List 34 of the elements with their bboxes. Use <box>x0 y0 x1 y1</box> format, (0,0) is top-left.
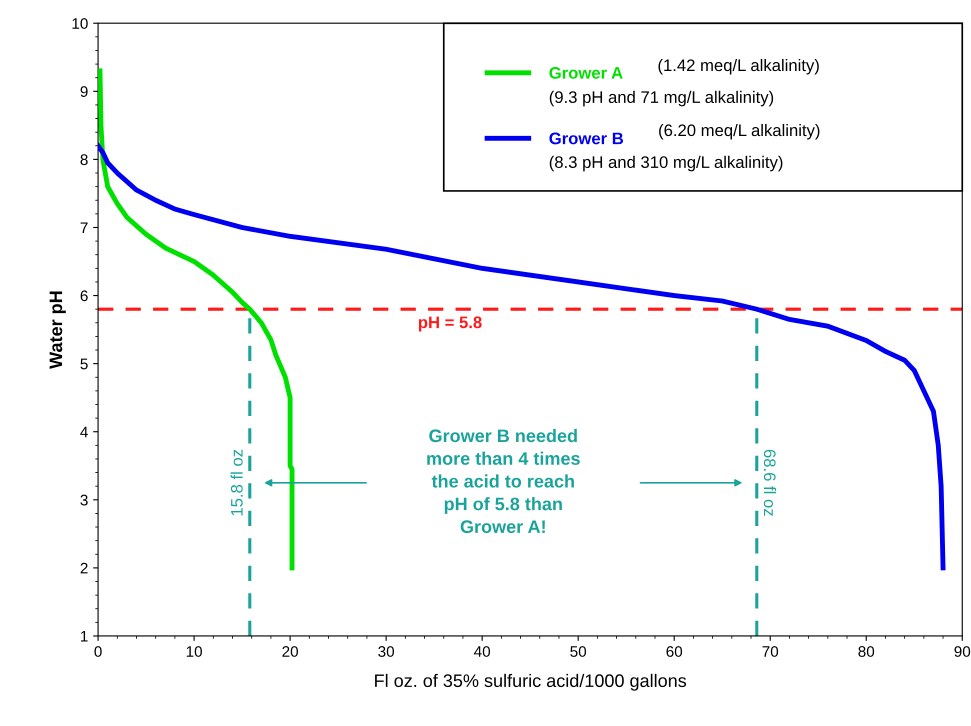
y-axis-title: Water pH <box>50 292 66 369</box>
y-tick-label: 6 <box>80 290 88 302</box>
y-tick-label: 8 <box>80 154 88 166</box>
x-tick-label: 10 <box>186 646 202 657</box>
y-tick-label: 5 <box>80 358 88 370</box>
x-tick-label: 60 <box>666 646 682 657</box>
x-tick-label: 20 <box>282 646 298 657</box>
y-tick-label: 3 <box>80 494 88 506</box>
ref-line-label: 15.8 fl oz <box>230 450 243 516</box>
annotation: (6.20 meq/L alkalinity) <box>659 124 820 140</box>
annotation: Grower B needed more than 4 times the acid to reach pH of 5.8 than Grower A! <box>427 428 580 534</box>
y-tick-label: 4 <box>80 426 88 438</box>
y-tick-label: 7 <box>80 222 88 234</box>
x-tick-label: 30 <box>378 646 394 657</box>
ref-line-label: pH = 5.8 <box>418 316 482 332</box>
x-tick-label: 50 <box>570 646 586 657</box>
legend-label: Grower A <box>549 67 623 79</box>
annotation: (9.3 pH and 71 mg/L alkalinity) <box>550 90 774 106</box>
ref-line-label: 68.6 fl oz <box>764 450 776 516</box>
line-series <box>98 143 946 570</box>
y-tick-label: 2 <box>80 562 88 574</box>
annotation: (8.3 pH and 310 mg/L alkalinity) <box>550 156 782 172</box>
x-tick-label: 70 <box>762 646 778 657</box>
x-tick-label: 40 <box>474 646 490 657</box>
annotation: (1.42 meq/L alkalinity) <box>658 58 819 74</box>
line-series <box>98 68 294 570</box>
x-axis-title: Fl oz. of 35% sulfuric acid/1000 gallons <box>375 674 686 691</box>
x-tick-label: 90 <box>954 646 970 657</box>
x-tick-label: 80 <box>858 646 874 657</box>
y-tick-label: 10 <box>72 18 88 29</box>
legend-label: Grower B <box>549 132 624 144</box>
y-tick-label: 9 <box>80 86 88 97</box>
y-tick-label: 1 <box>81 631 88 642</box>
x-tick-label: 0 <box>94 646 102 657</box>
